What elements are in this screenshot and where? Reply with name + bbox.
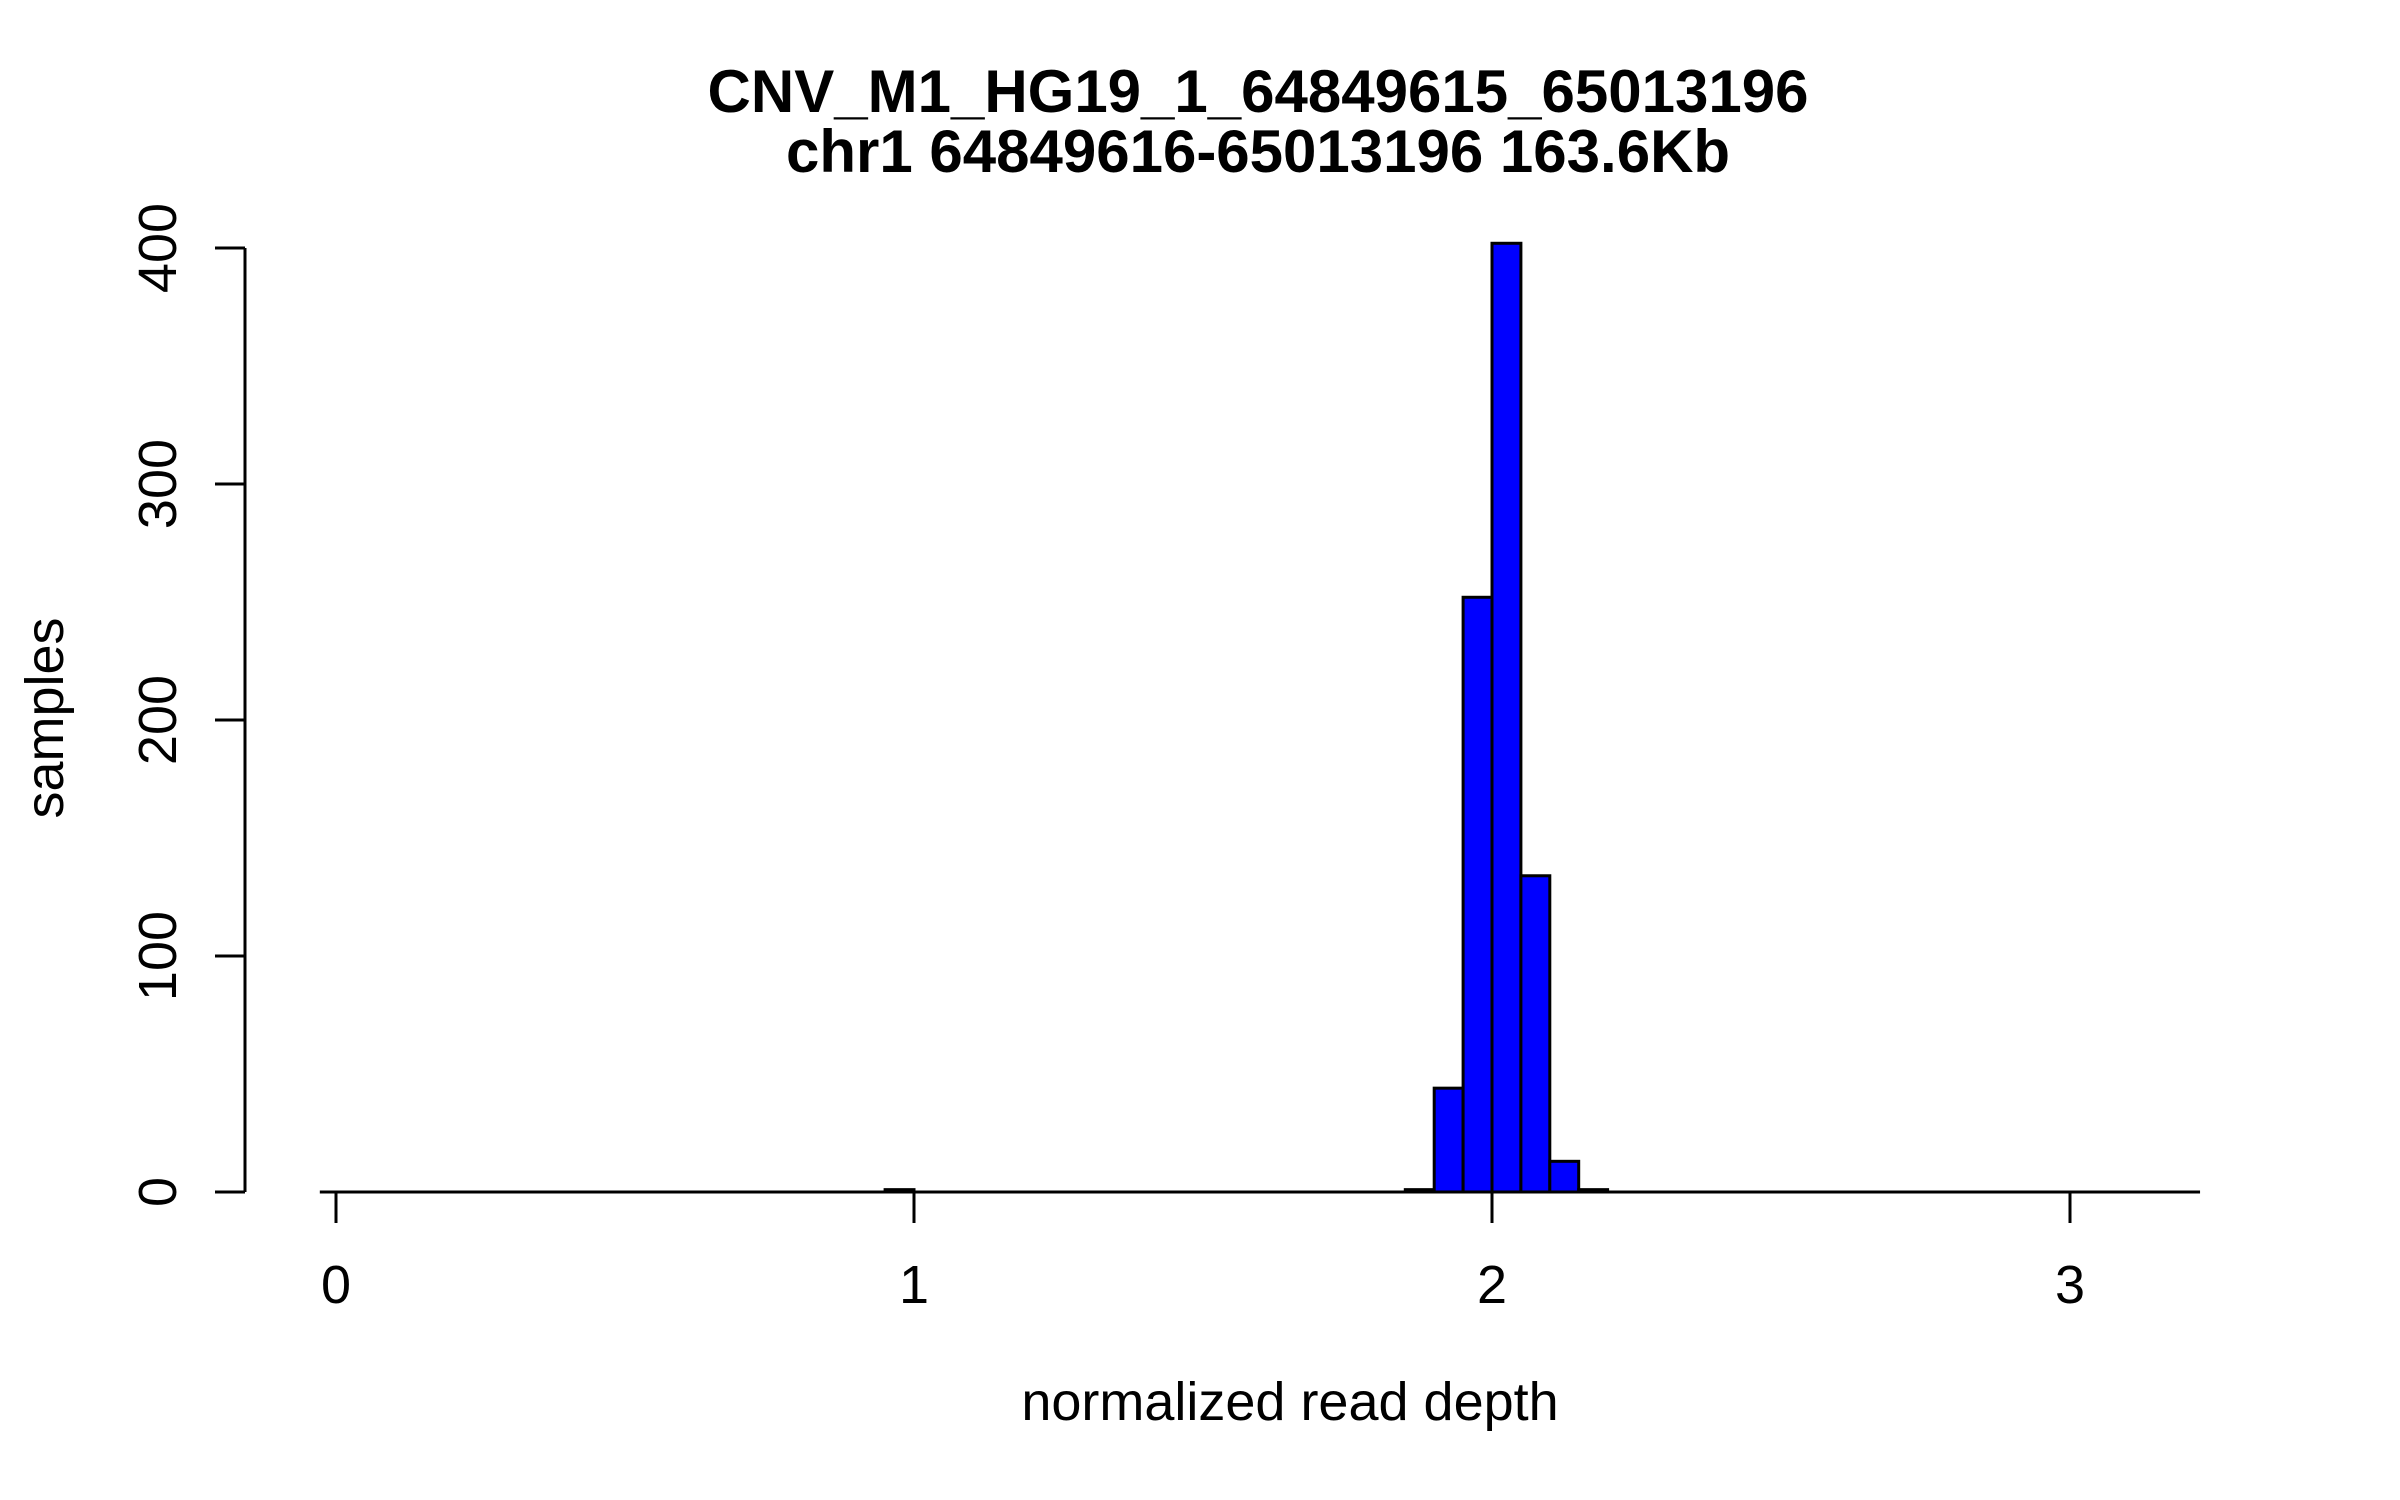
x-tick-label: 3 bbox=[2055, 1255, 2085, 1315]
histogram-bar bbox=[1519, 874, 1552, 1194]
y-tick-label: 400 bbox=[128, 203, 188, 293]
x-axis-label: normalized read depth bbox=[1021, 1372, 1558, 1432]
x-tick-label: 0 bbox=[321, 1255, 351, 1315]
chart-subtitle: chr1 64849616-65013196 163.6Kb bbox=[786, 118, 1730, 185]
tick-labels-layer: 0 1 2 3 0 100 200 300 400 bbox=[128, 203, 2085, 1315]
y-tick-label: 100 bbox=[128, 911, 188, 1001]
histogram-bar bbox=[1461, 595, 1494, 1194]
bars-layer bbox=[883, 241, 1610, 1194]
y-tick-label: 200 bbox=[128, 675, 188, 765]
histogram-bar bbox=[1548, 1159, 1581, 1194]
axes-layer bbox=[215, 246, 2201, 1223]
y-tick-label: 300 bbox=[128, 439, 188, 529]
x-tick-label: 2 bbox=[1477, 1255, 1507, 1315]
histogram-bar bbox=[1490, 241, 1523, 1194]
chart-title: CNV_M1_HG19_1_64849615_65013196 bbox=[708, 58, 1809, 125]
histogram-bar bbox=[1432, 1086, 1465, 1194]
y-tick-label: 0 bbox=[128, 1177, 188, 1207]
y-axis-label: samples bbox=[15, 617, 75, 818]
x-tick-label: 1 bbox=[899, 1255, 929, 1315]
